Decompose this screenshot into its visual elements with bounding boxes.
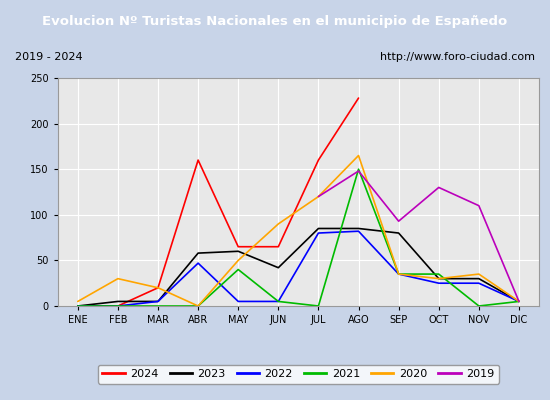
Legend: 2024, 2023, 2022, 2021, 2020, 2019: 2024, 2023, 2022, 2021, 2020, 2019 (98, 365, 499, 384)
Text: 2019 - 2024: 2019 - 2024 (15, 52, 83, 62)
Text: Evolucion Nº Turistas Nacionales en el municipio de Españedo: Evolucion Nº Turistas Nacionales en el m… (42, 14, 508, 28)
Text: http://www.foro-ciudad.com: http://www.foro-ciudad.com (380, 52, 535, 62)
